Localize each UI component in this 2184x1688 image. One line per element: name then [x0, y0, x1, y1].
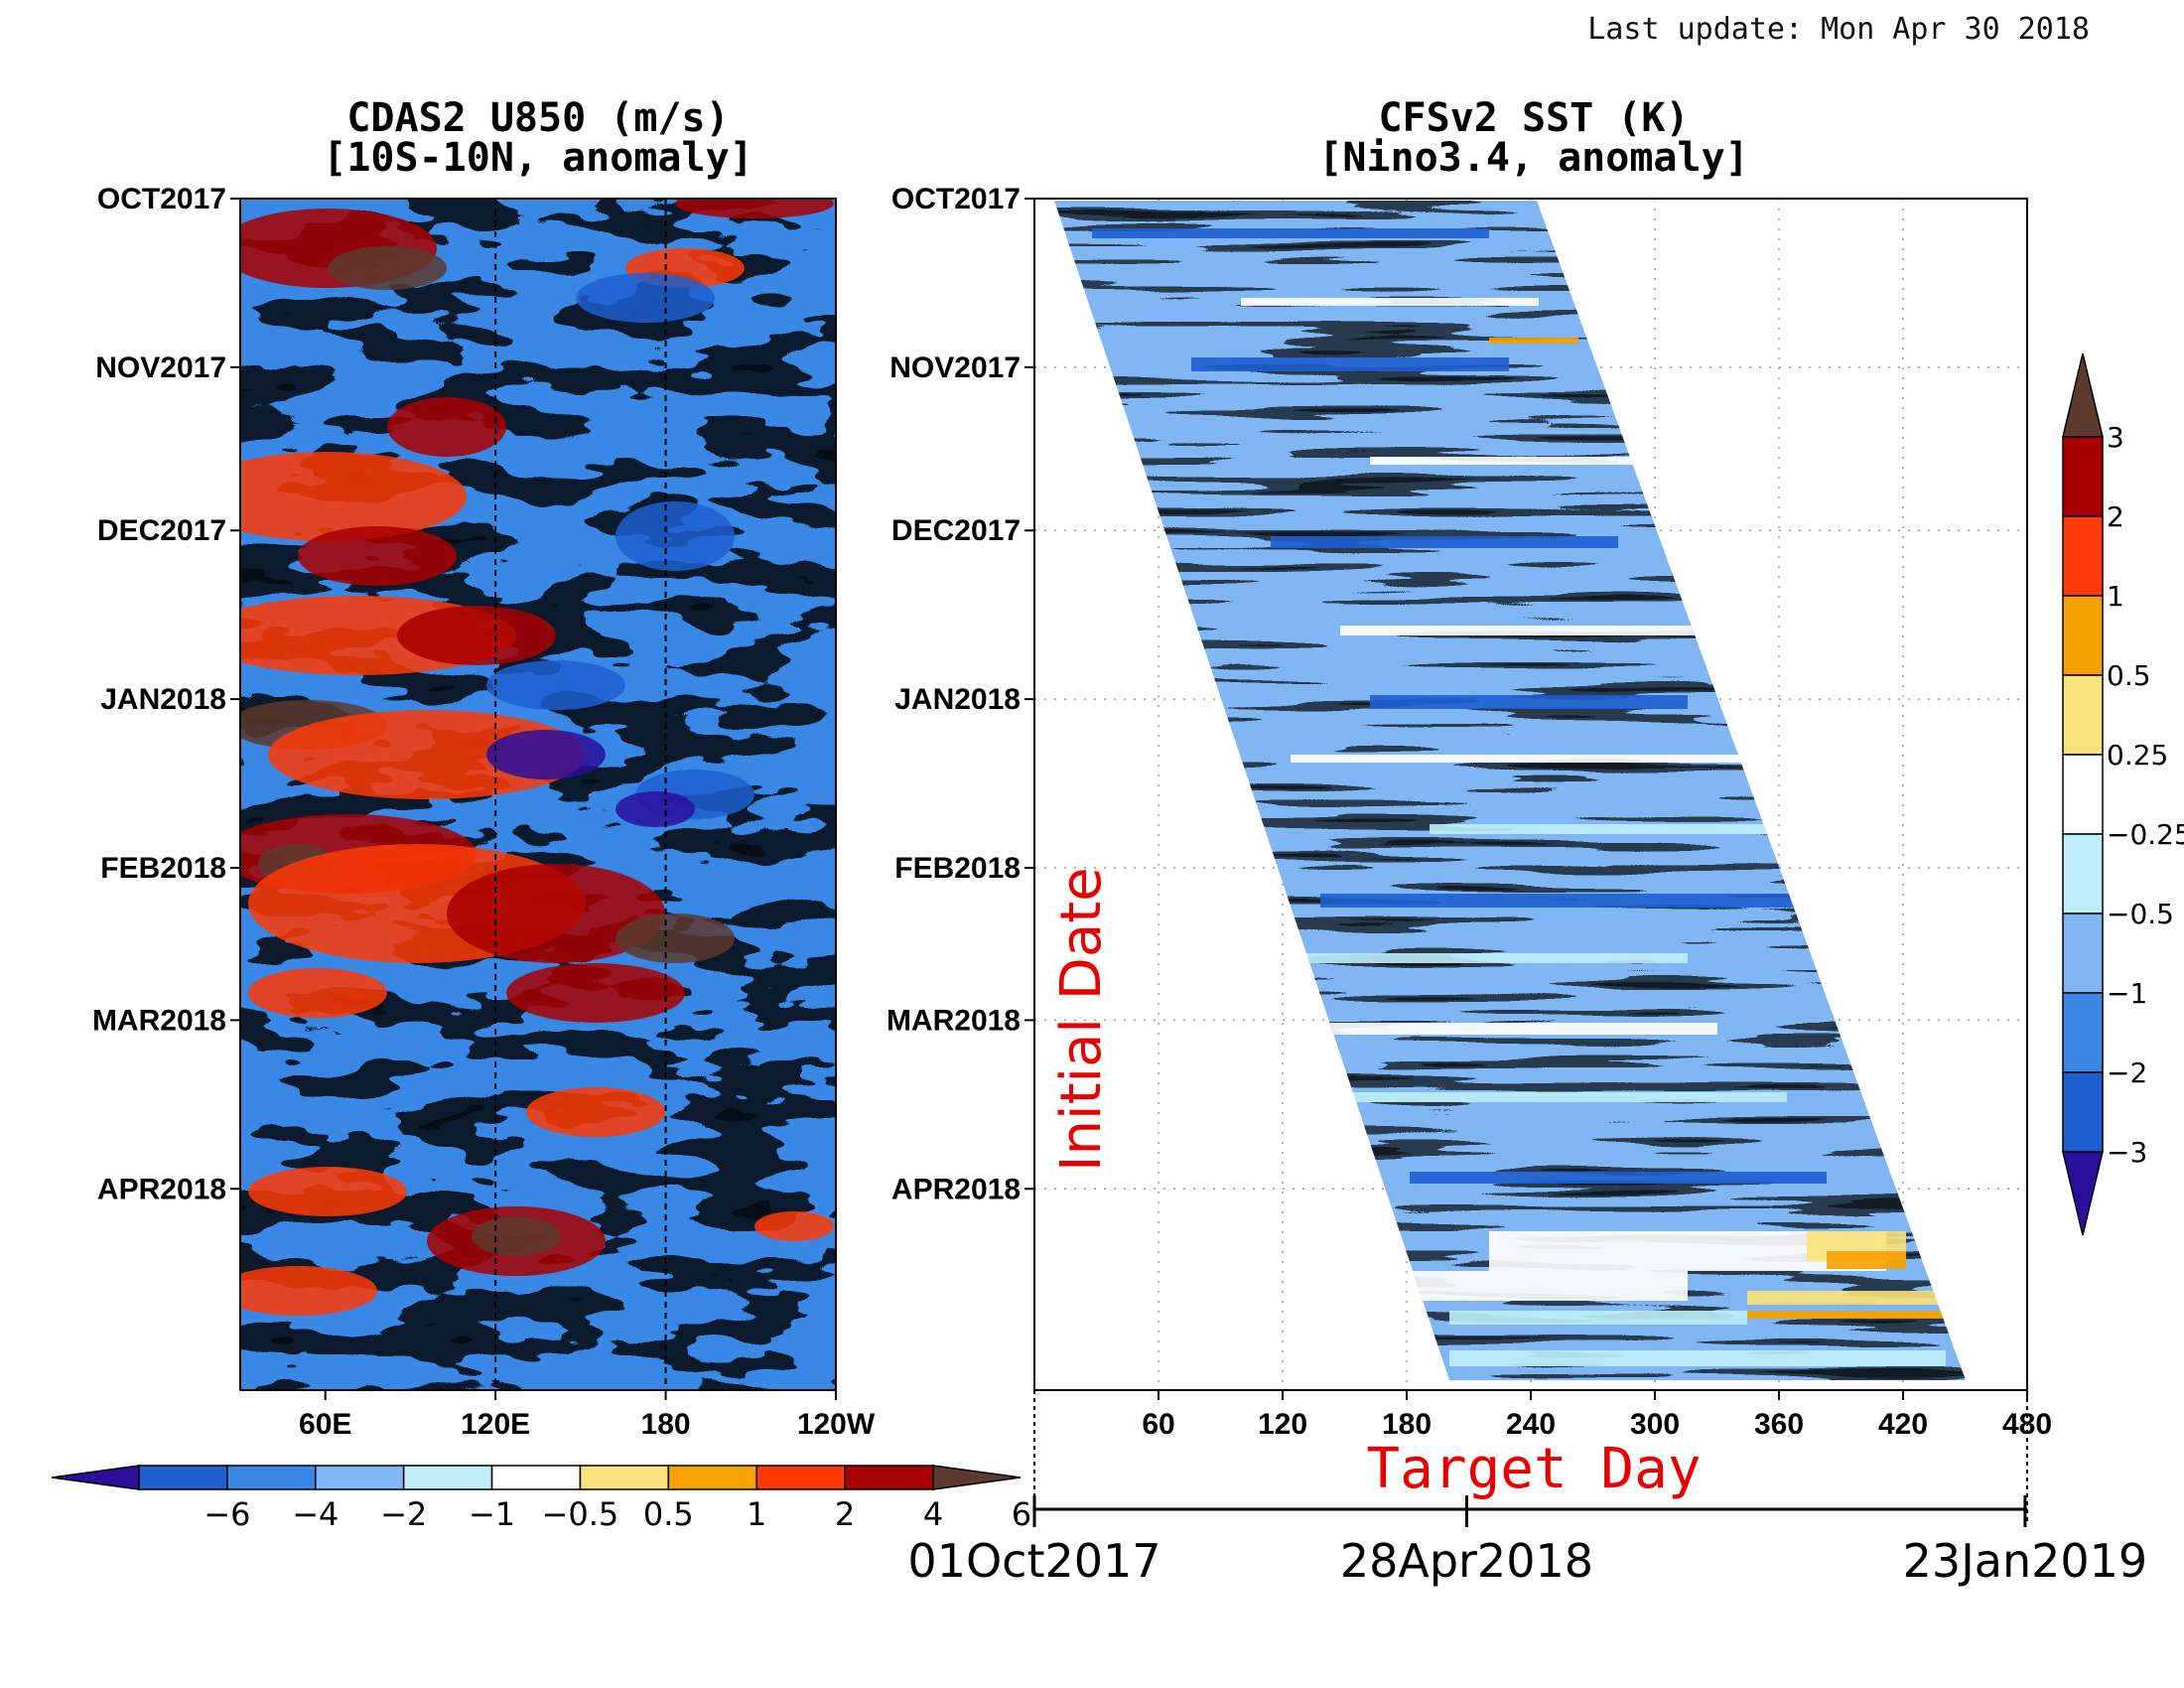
colorbar-segment [2062, 992, 2104, 1073]
colorbar-segment [2062, 754, 2104, 835]
y-tick-label: OCT2017 [97, 183, 226, 215]
colorbar-label: −0.25 [2107, 818, 2184, 851]
colorbar-segment [755, 1465, 846, 1490]
y-tick-label: APR2018 [891, 1173, 1021, 1205]
date-axis-label: 23Jan2019 [1903, 1534, 2148, 1588]
colorbar-label: 1 [2107, 580, 2124, 613]
colorbar-label: 4 [923, 1495, 943, 1533]
colorbar-label: 2 [835, 1495, 855, 1533]
y-tick-label: APR2018 [97, 1173, 226, 1205]
date-axis: 01Oct2017 28Apr2018 23Jan2019 [907, 1390, 2147, 1588]
u850-title: CDAS2 U850 (m/s) [346, 95, 729, 141]
x-tick-label: 420 [1878, 1408, 1928, 1441]
colorbar-label: 0.25 [2107, 739, 2168, 772]
sst-subtitle: [Nino3.4, anomaly] [1318, 135, 1748, 181]
colorbar-label: 3 [2107, 421, 2124, 454]
sst-panel: CFSv2 SST (K) [Nino3.4, anomaly] OCT2017… [887, 95, 2184, 1588]
colorbar-label: −1 [469, 1495, 515, 1533]
colorbar-label: −6 [204, 1495, 250, 1533]
colorbar-label: −4 [292, 1495, 339, 1533]
colorbar-label: −3 [2107, 1136, 2147, 1169]
sst-heatmap [1054, 201, 1966, 1380]
y-tick-label: FEB2018 [894, 852, 1021, 885]
target-day-label: Target Day [1366, 1437, 1701, 1501]
y-tick-label: OCT2017 [891, 183, 1021, 215]
x-tick-label: 180 [641, 1408, 691, 1441]
y-tick-label: JAN2018 [100, 683, 226, 716]
colorbar-segment [2062, 913, 2104, 994]
u850-frame [239, 198, 837, 1391]
x-tick-label: 120 [1258, 1408, 1307, 1441]
colorbar-label: 2 [2107, 500, 2124, 533]
date-axis-label: 28Apr2018 [1340, 1534, 1593, 1588]
u850-subtitle: [10S-10N, anomaly] [323, 135, 752, 181]
colorbar-segment [226, 1465, 317, 1490]
y-tick-label: DEC2017 [97, 514, 226, 547]
colorbar-arrow-max [932, 1465, 1022, 1490]
u850-panel: CDAS2 U850 (m/s) [10S-10N, anomaly] OCT2… [51, 95, 1031, 1533]
colorbar-segment [2062, 515, 2104, 597]
x-tick-label: 360 [1754, 1408, 1804, 1441]
colorbar-label: −1 [2107, 977, 2147, 1010]
colorbar-segment [2062, 674, 2104, 756]
colorbar-label: −0.5 [2107, 898, 2174, 930]
colorbar-label: −0.5 [542, 1495, 619, 1533]
last-update-text: Last update: Mon Apr 30 2018 [1587, 12, 2090, 47]
colorbar-segment [2062, 1071, 2104, 1153]
colorbar-label: −2 [380, 1495, 427, 1533]
colorbar-segment [2062, 595, 2104, 676]
colorbar-label: −2 [2107, 1056, 2147, 1089]
colorbar-segment [490, 1465, 582, 1490]
y-tick-label: DEC2017 [891, 514, 1021, 547]
y-tick-label: NOV2017 [95, 352, 226, 384]
y-tick-label: FEB2018 [100, 852, 226, 885]
colorbar-label: 6 [1012, 1495, 1031, 1533]
colorbar-label: 0.5 [643, 1495, 694, 1533]
y-tick-label: MAR2018 [92, 1004, 226, 1037]
initial-date-label: Initial Date [1049, 867, 1114, 1172]
y-tick-label: MAR2018 [887, 1004, 1021, 1037]
y-tick-label: JAN2018 [894, 683, 1021, 716]
colorbar-segment [315, 1465, 405, 1490]
colorbar-segment [2062, 436, 2104, 517]
x-tick-label: 180 [1382, 1408, 1432, 1441]
x-tick-label: 120E [461, 1408, 530, 1441]
sst-title: CFSv2 SST (K) [1378, 95, 1689, 141]
colorbar-segment [579, 1465, 670, 1490]
x-tick-label: 60E [299, 1408, 351, 1441]
date-axis-label: 01Oct2017 [907, 1534, 1160, 1588]
colorbar-segment [138, 1465, 228, 1490]
colorbar-arrow-min [51, 1465, 140, 1490]
colorbar-segment [2062, 833, 2104, 914]
colorbar-arrow-max [2062, 352, 2104, 438]
x-tick-label: 120W [797, 1408, 876, 1441]
u850-heatmap [240, 199, 836, 1390]
colorbar-arrow-min [2062, 1151, 2104, 1236]
colorbar-segment [667, 1465, 757, 1490]
colorbar-segment [402, 1465, 493, 1490]
colorbar-label: 0.5 [2107, 659, 2151, 692]
colorbar-segment [844, 1465, 934, 1490]
y-tick-label: NOV2017 [889, 352, 1021, 384]
x-tick-label: 60 [1142, 1408, 1174, 1441]
x-tick-label: 240 [1506, 1408, 1556, 1441]
x-tick-label: 300 [1630, 1408, 1680, 1441]
colorbar-label: 1 [747, 1495, 766, 1533]
